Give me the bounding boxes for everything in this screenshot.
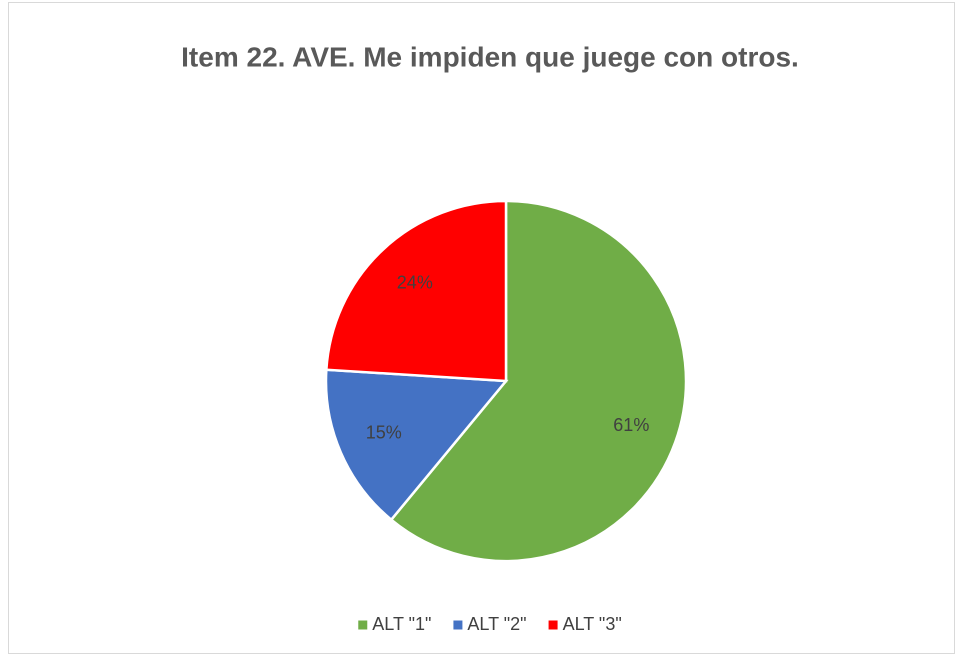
pie-slice: [325, 199, 508, 383]
legend-label: ALT "1": [372, 614, 431, 634]
pie-slice: [324, 368, 509, 522]
legend-swatch: [358, 620, 368, 630]
legend-label: ALT "3": [563, 614, 622, 634]
data-label: 61%: [613, 415, 649, 435]
data-label: 15%: [366, 423, 402, 443]
legend-swatch: [453, 620, 463, 630]
legend-label: ALT "2": [467, 614, 526, 634]
chart-title: Item 22. AVE. Me impiden que juege con o…: [181, 41, 799, 72]
legend-swatch: [548, 620, 558, 630]
data-label: 24%: [397, 273, 433, 293]
pie-slice: [389, 199, 688, 563]
